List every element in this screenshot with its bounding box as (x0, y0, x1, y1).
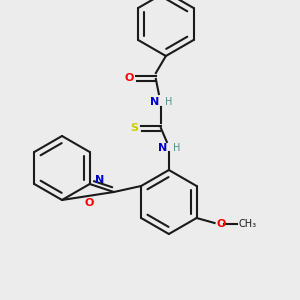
Text: N: N (158, 143, 167, 153)
Text: S: S (130, 123, 138, 133)
Text: H: H (173, 143, 181, 153)
Text: CH₃: CH₃ (238, 219, 257, 229)
Text: N: N (150, 97, 160, 107)
Text: O: O (84, 198, 94, 208)
Text: O: O (217, 219, 226, 229)
Text: H: H (165, 97, 172, 107)
Text: N: N (95, 175, 104, 185)
Text: O: O (124, 73, 134, 83)
